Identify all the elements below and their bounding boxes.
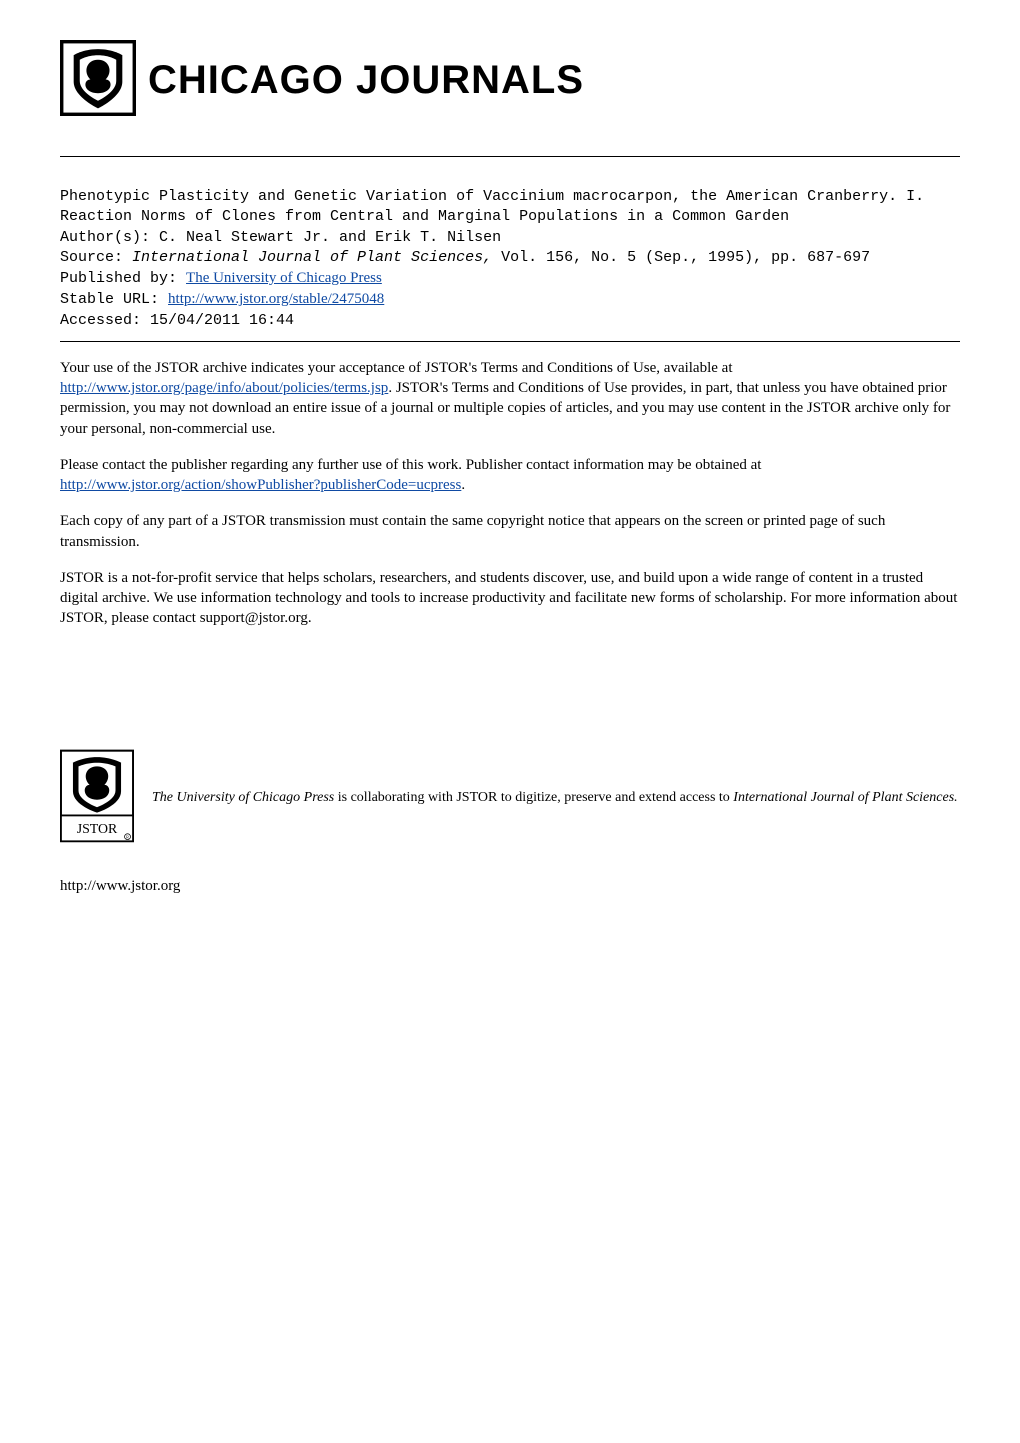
article-authors-line: Author(s): C. Neal Stewart Jr. and Erik … (60, 228, 960, 248)
publisher-contact-paragraph: Please contact the publisher regarding a… (60, 455, 960, 496)
terms-link[interactable]: http://www.jstor.org/page/info/about/pol… (60, 380, 388, 396)
article-accessed-line: Accessed: 15/04/2011 16:44 (60, 311, 960, 331)
svg-text:JSTOR: JSTOR (77, 822, 118, 837)
article-published-line: Published by: The University of Chicago … (60, 268, 960, 289)
jstor-logo-icon: JSTOR R (60, 749, 152, 848)
pubcontact-text-a: Please contact the publisher regarding a… (60, 457, 761, 473)
accessed-label: Accessed: (60, 312, 150, 329)
divider-top (60, 156, 960, 157)
pubcontact-link[interactable]: http://www.jstor.org/action/showPublishe… (60, 477, 461, 493)
footer-collab-text: is collaborating with JSTOR to digitize,… (334, 790, 733, 805)
footer-block: JSTOR R The University of Chicago Press … (60, 749, 960, 848)
article-stable-url-line: Stable URL: http://www.jstor.org/stable/… (60, 289, 960, 310)
pubcontact-text-b: . (461, 477, 465, 493)
published-label: Published by: (60, 270, 186, 287)
publisher-link[interactable]: The University of Chicago Press (186, 270, 382, 286)
article-title: Phenotypic Plasticity and Genetic Variat… (60, 187, 960, 228)
publisher-logo-block: CHICAGO JOURNALS (60, 40, 960, 121)
article-metadata: Phenotypic Plasticity and Genetic Variat… (60, 187, 960, 331)
stable-url-label: Stable URL: (60, 291, 168, 308)
source-label: Source: (60, 249, 132, 266)
footer-journal-name: International Journal of Plant Sciences. (733, 790, 957, 805)
source-citation: Vol. 156, No. 5 (Sep., 1995), pp. 687-69… (492, 249, 870, 266)
footer-publisher-name: The University of Chicago Press (152, 790, 334, 805)
terms-paragraph: Your use of the JSTOR archive indicates … (60, 358, 960, 439)
jstor-site-url: http://www.jstor.org (60, 878, 960, 895)
source-journal: International Journal of Plant Sciences, (132, 249, 492, 266)
copyright-paragraph: Each copy of any part of a JSTOR transmi… (60, 511, 960, 552)
stable-url-link[interactable]: http://www.jstor.org/stable/2475048 (168, 291, 384, 307)
chicago-journals-brand: CHICAGO JOURNALS (148, 58, 584, 103)
authors-value: C. Neal Stewart Jr. and Erik T. Nilsen (159, 229, 501, 246)
svg-text:R: R (126, 834, 129, 839)
article-source-line: Source: International Journal of Plant S… (60, 248, 960, 268)
divider-after-metadata (60, 341, 960, 342)
terms-text-a: Your use of the JSTOR archive indicates … (60, 360, 733, 376)
jstor-about-paragraph: JSTOR is a not-for-profit service that h… (60, 568, 960, 629)
accessed-value: 15/04/2011 16:44 (150, 312, 294, 329)
footer-text: The University of Chicago Press is colla… (152, 789, 958, 807)
publisher-shield-icon (60, 40, 148, 121)
authors-label: Author(s): (60, 229, 159, 246)
